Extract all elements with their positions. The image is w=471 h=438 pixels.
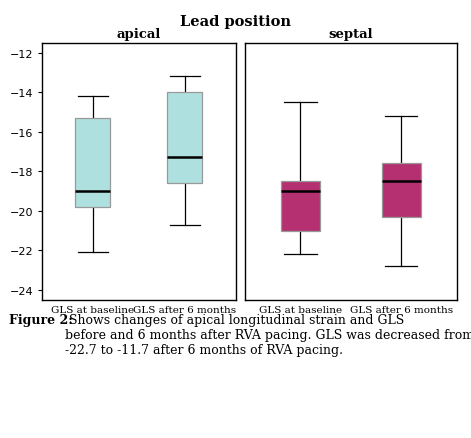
Bar [281, 182, 320, 231]
Bar [75, 119, 110, 208]
Bar [382, 164, 421, 217]
Title: apical: apical [117, 28, 161, 41]
Bar [168, 93, 203, 184]
Text: Lead position: Lead position [180, 15, 291, 29]
Title: septal: septal [329, 28, 373, 41]
Text: Figure 2:: Figure 2: [9, 313, 73, 326]
Text: Shows changes of apical longitudinal strain and GLS
before and 6 months after RV: Shows changes of apical longitudinal str… [65, 313, 471, 356]
